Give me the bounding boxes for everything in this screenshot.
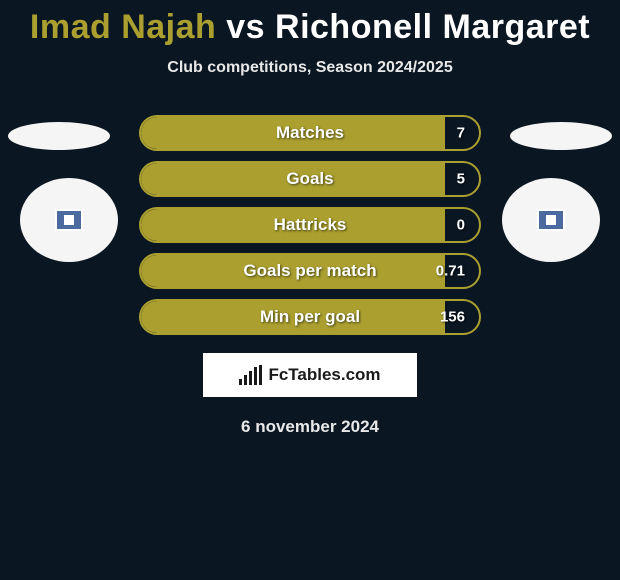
player1-avatar <box>8 122 110 150</box>
stat-rows: Matches7Goals5Hattricks0Goals per match0… <box>139 115 481 335</box>
stat-row-label: Goals <box>141 169 479 189</box>
stat-row-value-right: 0 <box>457 217 465 234</box>
stat-row-label: Min per goal <box>141 307 479 327</box>
player2-name: Richonell Margaret <box>275 8 590 46</box>
player1-name: Imad Najah <box>30 8 216 46</box>
stat-row-label: Hattricks <box>141 215 479 235</box>
stat-row: Matches7 <box>139 115 481 151</box>
stat-row-label: Matches <box>141 123 479 143</box>
stat-row-value-right: 0.71 <box>436 263 465 280</box>
page-title: Imad Najah vs Richonell Margaret <box>0 8 620 47</box>
chart-icon <box>239 365 262 385</box>
club-icon <box>55 209 83 231</box>
player2-avatar <box>510 122 612 150</box>
subtitle: Club competitions, Season 2024/2025 <box>0 59 620 77</box>
stat-row: Min per goal156 <box>139 299 481 335</box>
stat-row: Goals5 <box>139 161 481 197</box>
stat-row: Hattricks0 <box>139 207 481 243</box>
brand-text: FcTables.com <box>268 365 380 385</box>
brand-box: FcTables.com <box>203 353 417 397</box>
date-label: 6 november 2024 <box>0 417 620 437</box>
stat-row: Goals per match0.71 <box>139 253 481 289</box>
vs-label: vs <box>226 8 265 46</box>
club-icon <box>537 209 565 231</box>
stat-row-label: Goals per match <box>141 261 479 281</box>
stat-row-value-right: 156 <box>440 309 465 326</box>
player1-club-badge <box>20 178 118 262</box>
root: Imad Najah vs Richonell Margaret Club co… <box>0 0 620 580</box>
stat-row-value-right: 5 <box>457 171 465 188</box>
player2-club-badge <box>502 178 600 262</box>
stat-row-value-right: 7 <box>457 125 465 142</box>
